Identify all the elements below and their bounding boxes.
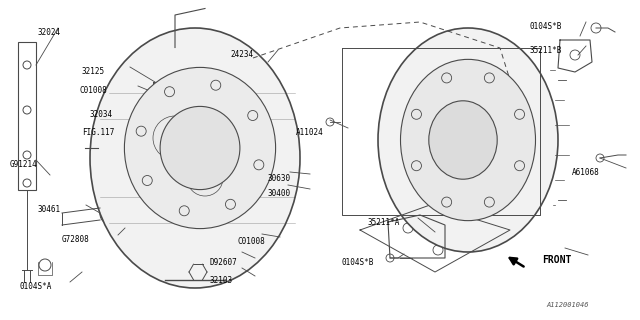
Text: G72808: G72808: [62, 235, 90, 244]
Ellipse shape: [90, 28, 300, 288]
Text: 0104S*A: 0104S*A: [20, 282, 52, 291]
Bar: [18, 42, 36, 190]
Text: D92607: D92607: [210, 258, 237, 267]
Text: C01008: C01008: [238, 237, 266, 246]
Text: 32024: 32024: [37, 28, 60, 37]
Ellipse shape: [124, 68, 276, 228]
Text: FIG.117: FIG.117: [82, 128, 115, 137]
Text: G91214: G91214: [10, 160, 38, 169]
Text: 24234: 24234: [230, 50, 253, 59]
Ellipse shape: [429, 101, 497, 179]
Text: A11024: A11024: [296, 128, 324, 137]
Text: 30400: 30400: [268, 189, 291, 198]
Text: 0104S*B: 0104S*B: [342, 258, 374, 267]
Text: FRONT: FRONT: [542, 255, 572, 265]
Text: 32103: 32103: [210, 276, 233, 285]
Text: A112001046: A112001046: [546, 302, 589, 308]
Text: 32034: 32034: [90, 110, 113, 119]
Text: 0104S*B: 0104S*B: [530, 22, 563, 31]
Text: 35211*B: 35211*B: [530, 46, 563, 55]
Text: 35211*A: 35211*A: [368, 218, 401, 227]
Text: A61068: A61068: [572, 168, 600, 177]
Text: 32125: 32125: [82, 67, 105, 76]
Text: 30630: 30630: [268, 174, 291, 183]
Ellipse shape: [401, 60, 536, 221]
Text: 30461: 30461: [38, 205, 61, 214]
Ellipse shape: [378, 28, 558, 252]
Ellipse shape: [160, 106, 240, 189]
Text: C01008: C01008: [80, 86, 108, 95]
